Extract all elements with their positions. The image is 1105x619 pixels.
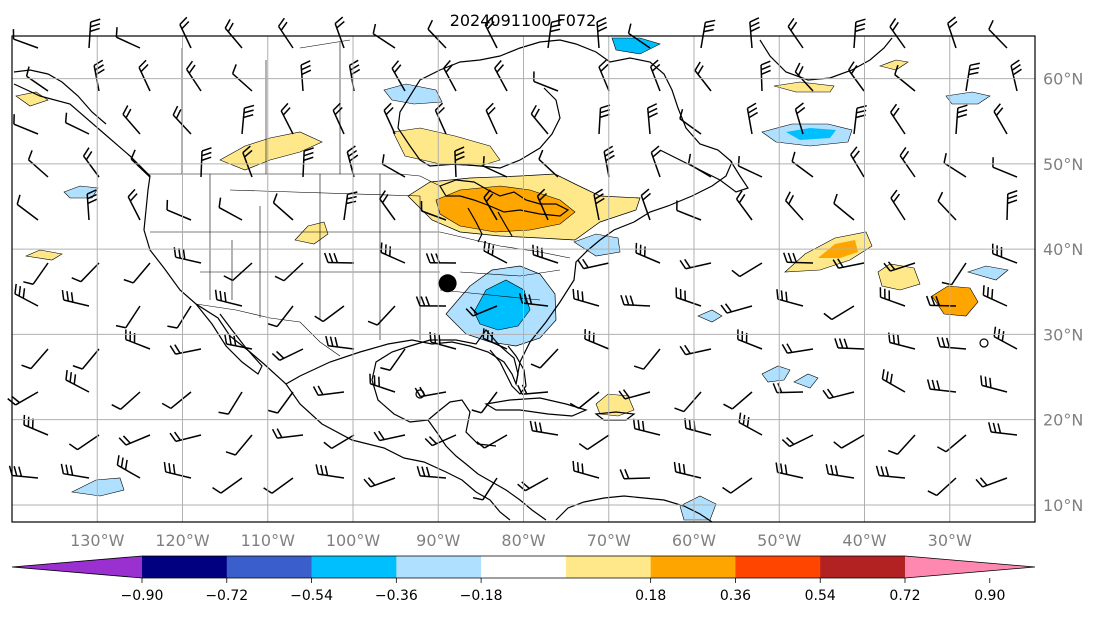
lat-tick-label: 20°N [1043, 411, 1083, 430]
colorbar-tick-label: −0.18 [460, 588, 503, 604]
colorbar-segment [566, 556, 651, 578]
figure-title: 2024091100 F072 [450, 11, 597, 30]
location-marker [439, 274, 457, 292]
colorbar-tick-label: −0.54 [290, 588, 333, 604]
colorbar-segment [142, 556, 227, 578]
lat-tick-label: 60°N [1043, 70, 1083, 89]
colorbar-labels: −0.90 −0.72 −0.54 −0.36 −0.18 0.18 0.36 0.54 0.7… [121, 588, 1006, 604]
colorbar [12, 556, 1035, 583]
lon-tick-label: 110°W [241, 531, 296, 550]
colorbar-tick-label: 0.36 [720, 588, 751, 604]
lon-tick-label: 30°W [928, 531, 972, 550]
colorbar-segment [396, 556, 481, 578]
lon-tick-label: 120°W [155, 531, 210, 550]
colorbar-segment [481, 556, 566, 578]
colorbar-tick-label: −0.36 [375, 588, 418, 604]
colorbar-extend-max [905, 556, 1035, 578]
colorbar-segment [227, 556, 312, 578]
lon-tick-label: 90°W [416, 531, 460, 550]
colorbar-tick-label: 0.18 [635, 588, 666, 604]
lon-tick-label: 40°W [842, 531, 886, 550]
colorbar-segment [735, 556, 820, 578]
longitude-labels: 130°W 120°W 110°W 100°W 90°W 80°W 70°W 60°W 50°W… [70, 531, 972, 550]
colorbar-extend-min [12, 556, 142, 578]
colorbar-tick-label: 0.72 [889, 588, 920, 604]
colorbar-tick-label: −0.90 [121, 588, 164, 604]
lat-tick-label: 30°N [1043, 325, 1083, 344]
colorbar-segment [312, 556, 397, 578]
lat-tick-label: 40°N [1043, 240, 1083, 259]
latitude-labels: 10°N 20°N 30°N 40°N 50°N 60°N [1043, 70, 1083, 515]
lat-tick-label: 10°N [1043, 496, 1083, 515]
lat-tick-label: 50°N [1043, 155, 1083, 174]
lon-tick-label: 70°W [587, 531, 631, 550]
lon-tick-label: 130°W [70, 531, 125, 550]
colorbar-segment [651, 556, 736, 578]
lon-tick-label: 80°W [501, 531, 545, 550]
colorbar-segment [820, 556, 905, 578]
colorbar-tick-label: 0.90 [974, 588, 1005, 604]
colorbar-tick-label: −0.72 [205, 588, 248, 604]
lon-tick-label: 50°W [757, 531, 801, 550]
map-panel [8, 17, 1035, 522]
lon-tick-label: 60°W [672, 531, 716, 550]
colorbar-tick-label: 0.54 [805, 588, 836, 604]
lon-tick-label: 100°W [326, 531, 381, 550]
